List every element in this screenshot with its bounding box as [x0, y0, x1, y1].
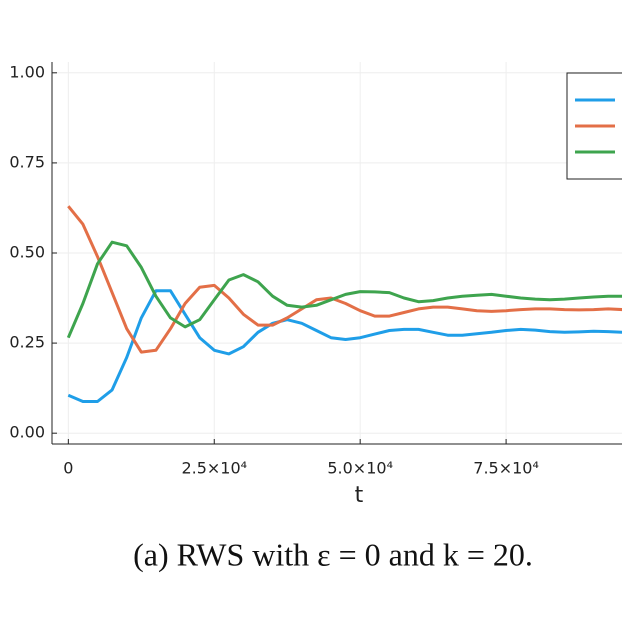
- caption: (a) RWS with ε = 0 and k = 20.: [133, 536, 533, 572]
- y-tick-label: 0.00: [9, 423, 45, 442]
- x-tick-label: 5.0×10⁴: [327, 459, 393, 478]
- series-line: [67, 289, 622, 403]
- x-tick-label: 7.5×10⁴: [473, 459, 539, 478]
- y-tick-label: 0.25: [9, 333, 45, 352]
- y-tick-label: 0.50: [9, 243, 45, 262]
- series-line: [67, 205, 622, 354]
- x-axis-label: t: [355, 483, 364, 508]
- y-tick-label: 1.00: [9, 62, 45, 81]
- y-tick-label: 0.75: [9, 152, 45, 171]
- x-tick-label: 0: [63, 459, 73, 478]
- x-tick-label: 2.5×10⁴: [181, 459, 247, 478]
- series-line: [66, 240, 622, 339]
